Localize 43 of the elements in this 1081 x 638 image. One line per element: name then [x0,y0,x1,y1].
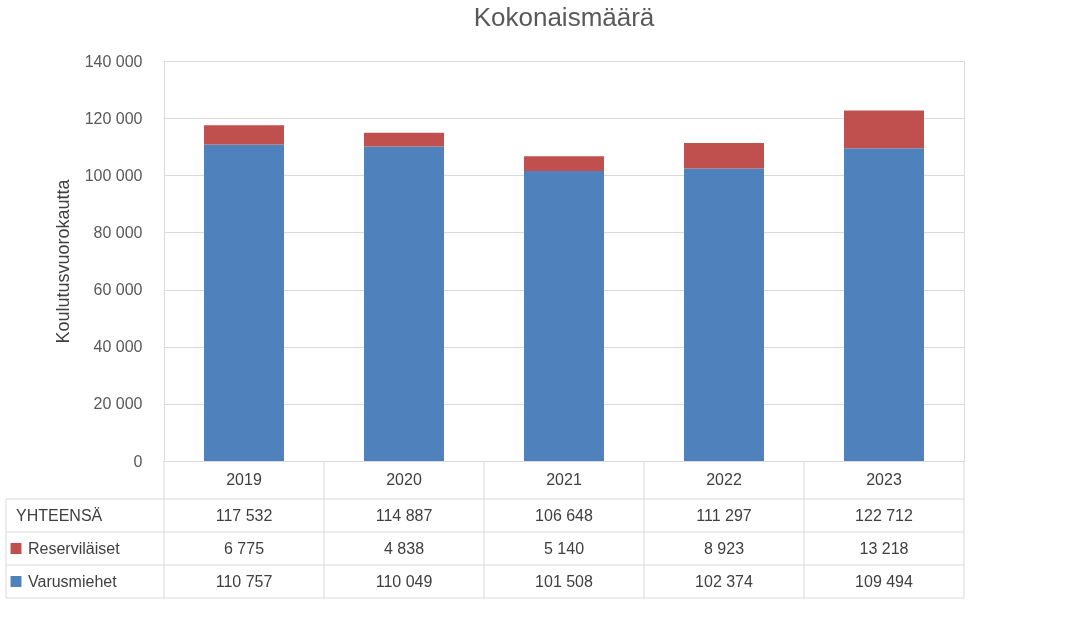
bar [844,148,924,461]
y-tick-label: 60 000 [93,281,143,299]
data-label: 110 049 [375,572,433,590]
x-tick-label: 2019 [226,470,262,488]
bar [844,110,924,149]
text: YHTEENSÄ [16,506,103,524]
y-tick-label: 0 [133,452,143,470]
y-tick-label: 80 000 [93,223,143,241]
data-label: 5 140 [543,539,585,557]
bar [364,132,444,147]
total-label: 111 297 [696,506,752,524]
data-label: 6 775 [223,539,265,557]
data-label: 4 838 [383,539,425,557]
x-tick-label: 2020 [386,470,422,488]
y-axis-title: Koulutusvuorokautta [52,178,73,344]
bar [204,125,284,145]
bar [684,168,764,461]
x-tick-label: 2023 [866,470,902,488]
data-label: 109 494 [855,572,914,590]
y-tick-label: 40 000 [93,338,143,356]
bar [524,170,604,461]
bar [204,144,284,461]
total-label: 114 887 [375,506,433,524]
total-label: 122 712 [855,506,914,524]
data-label: 102 374 [695,572,754,590]
bar [524,156,604,171]
total-label: 106 648 [535,506,594,524]
chart-title: Kokonaismäärä [473,2,655,32]
data-label: 13 218 [859,539,909,557]
data-label: 101 508 [535,572,594,590]
legend-label: Reserviläiset [28,539,121,557]
total-label: 117 532 [215,506,273,524]
x-tick-label: 2021 [546,470,582,488]
bar [364,146,444,461]
legend-label: Varusmiehet [28,572,118,590]
y-tick-label: 140 000 [84,52,143,70]
y-tick-label: 120 000 [84,109,143,127]
y-tick-label: 100 000 [84,166,143,184]
data-label: 8 923 [703,539,745,557]
bar [684,143,764,169]
data-label: 110 757 [215,572,273,590]
y-tick-label: 20 000 [93,395,143,413]
x-tick-label: 2022 [706,470,742,488]
